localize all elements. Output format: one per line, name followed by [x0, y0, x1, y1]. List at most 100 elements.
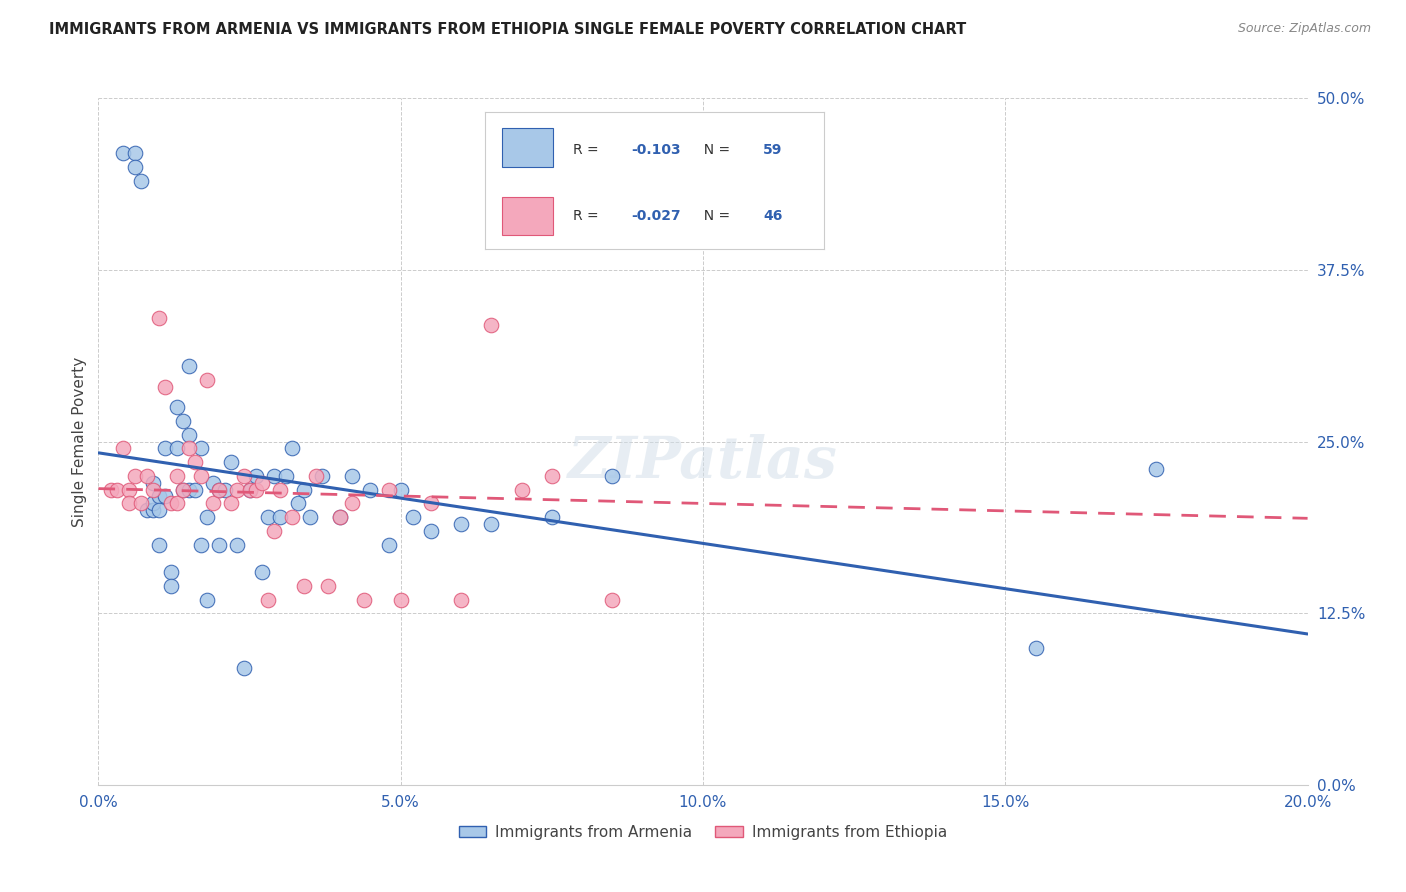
- Point: [1024, 640, 1046, 655]
- Point: [389, 483, 412, 497]
- Point: [184, 455, 207, 469]
- Point: [450, 516, 472, 531]
- Point: [111, 442, 134, 456]
- Point: [269, 510, 291, 524]
- Point: [281, 442, 304, 456]
- Point: [129, 173, 152, 187]
- Point: [214, 483, 236, 497]
- Point: [329, 510, 352, 524]
- Point: [166, 442, 188, 456]
- Point: [316, 579, 339, 593]
- Point: [148, 537, 170, 551]
- Point: [184, 483, 207, 497]
- Point: [274, 469, 297, 483]
- Point: [124, 469, 146, 483]
- Text: ZIPatlas: ZIPatlas: [568, 434, 838, 491]
- Point: [510, 483, 533, 497]
- Point: [245, 469, 267, 483]
- Point: [179, 483, 201, 497]
- Point: [208, 483, 231, 497]
- Point: [540, 510, 562, 524]
- Point: [263, 469, 285, 483]
- Point: [232, 661, 254, 675]
- Point: [245, 483, 267, 497]
- Text: IMMIGRANTS FROM ARMENIA VS IMMIGRANTS FROM ETHIOPIA SINGLE FEMALE POVERTY CORREL: IMMIGRANTS FROM ARMENIA VS IMMIGRANTS FR…: [49, 22, 966, 37]
- Point: [148, 503, 170, 517]
- Point: [202, 475, 225, 490]
- Point: [342, 496, 364, 510]
- Point: [250, 565, 273, 579]
- Point: [420, 524, 443, 538]
- Point: [111, 146, 134, 161]
- Point: [100, 483, 122, 497]
- Point: [342, 469, 364, 483]
- Point: [135, 469, 157, 483]
- Point: [142, 475, 165, 490]
- Point: [190, 442, 212, 456]
- Point: [389, 592, 412, 607]
- Point: [232, 469, 254, 483]
- Point: [221, 496, 243, 510]
- Point: [105, 483, 128, 497]
- Point: [129, 496, 152, 510]
- Point: [179, 359, 201, 373]
- Point: [256, 592, 278, 607]
- Point: [292, 579, 315, 593]
- Point: [263, 524, 285, 538]
- Point: [195, 592, 218, 607]
- Point: [208, 537, 231, 551]
- Point: [256, 510, 278, 524]
- Legend: Immigrants from Armenia, Immigrants from Ethiopia: Immigrants from Armenia, Immigrants from…: [453, 819, 953, 846]
- Point: [1144, 462, 1167, 476]
- Point: [172, 483, 194, 497]
- Point: [153, 442, 176, 456]
- Point: [250, 475, 273, 490]
- Point: [142, 496, 165, 510]
- Point: [153, 379, 176, 393]
- Point: [353, 592, 375, 607]
- Point: [166, 496, 188, 510]
- Point: [148, 490, 170, 504]
- Point: [195, 373, 218, 387]
- Point: [226, 537, 249, 551]
- Point: [305, 469, 328, 483]
- Point: [540, 469, 562, 483]
- Point: [172, 414, 194, 428]
- Point: [450, 592, 472, 607]
- Point: [281, 510, 304, 524]
- Point: [402, 510, 425, 524]
- Point: [166, 400, 188, 414]
- Point: [481, 318, 503, 332]
- Point: [160, 579, 183, 593]
- Point: [195, 510, 218, 524]
- Y-axis label: Single Female Poverty: Single Female Poverty: [72, 357, 87, 526]
- Point: [160, 496, 183, 510]
- Point: [118, 483, 141, 497]
- Point: [148, 310, 170, 325]
- Point: [299, 510, 322, 524]
- Point: [142, 503, 165, 517]
- Point: [226, 483, 249, 497]
- Point: [420, 496, 443, 510]
- Point: [160, 565, 183, 579]
- Point: [179, 427, 201, 442]
- Point: [208, 483, 231, 497]
- Point: [190, 469, 212, 483]
- Point: [153, 490, 176, 504]
- Point: [292, 483, 315, 497]
- Point: [287, 496, 309, 510]
- Point: [377, 537, 399, 551]
- Point: [239, 483, 262, 497]
- Point: [179, 442, 201, 456]
- Point: [124, 146, 146, 161]
- Point: [190, 537, 212, 551]
- Point: [142, 483, 165, 497]
- Point: [481, 516, 503, 531]
- Point: [239, 483, 262, 497]
- Point: [269, 483, 291, 497]
- Point: [311, 469, 333, 483]
- Point: [602, 592, 624, 607]
- Point: [135, 503, 157, 517]
- Point: [118, 496, 141, 510]
- Point: [221, 455, 243, 469]
